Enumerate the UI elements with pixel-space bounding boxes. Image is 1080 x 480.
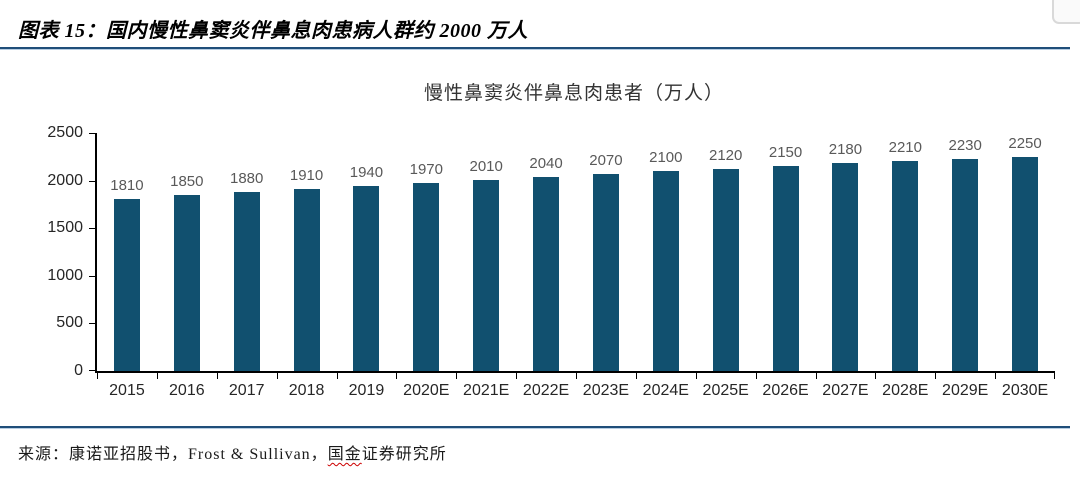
- y-axis-label-500: 500: [56, 314, 83, 332]
- value-label-2026E: 2150: [768, 144, 803, 161]
- y-axis-tick: [89, 133, 95, 134]
- x-axis-tick: [635, 373, 637, 379]
- bar-2026E: [772, 166, 799, 371]
- bar-2017: [233, 192, 260, 371]
- x-axis-tick: [216, 373, 218, 379]
- x-axis-tick: [276, 373, 278, 379]
- x-axis-label-2016: 2016: [169, 382, 205, 399]
- value-label-2020E: 1970: [409, 161, 443, 178]
- figure-title: 图表 15：国内慢性鼻窦炎伴鼻息肉患病人群约 2000 万人: [18, 20, 528, 42]
- title-divider: [0, 47, 1070, 50]
- source-note: 来源：康诺亚招股书，Frost & Sullivan，国金证券研究所: [18, 440, 1058, 464]
- value-label-2015: 1810: [110, 177, 144, 194]
- x-axis-tick: [516, 373, 518, 379]
- x-axis-tick: [695, 373, 697, 379]
- y-axis-label-2500: 2500: [47, 124, 83, 141]
- x-axis-label-2021E: 2021E: [463, 382, 510, 399]
- y-axis-tick: [89, 275, 95, 277]
- x-axis-tick: [755, 373, 757, 379]
- x-axis-tick: [336, 373, 338, 379]
- bar-2027E: [832, 163, 859, 371]
- y-axis-label-1500: 1500: [47, 219, 83, 237]
- y-axis-label-1000: 1000: [47, 266, 83, 284]
- y-axis-label-2000: 2000: [47, 171, 83, 189]
- value-label-2030E: 2250: [1008, 135, 1042, 152]
- chart-title: 慢性鼻窦炎伴鼻息肉患者（万人）: [423, 83, 724, 104]
- y-axis-tick: [89, 323, 95, 325]
- x-axis-label-2024E: 2024E: [642, 382, 689, 399]
- y-axis-label-0: 0: [74, 362, 83, 379]
- x-axis-label-2027E: 2027E: [822, 382, 869, 399]
- x-axis-label-2029E: 2029E: [942, 382, 989, 399]
- bar-2022E: [533, 177, 560, 371]
- footer-divider: [0, 426, 1070, 429]
- value-label-2025E: 2120: [709, 147, 743, 164]
- x-axis-label-2017: 2017: [228, 382, 265, 399]
- value-label-2027E: 2180: [828, 141, 863, 158]
- value-label-2017: 1880: [230, 170, 264, 187]
- x-axis-label-2026E: 2026E: [762, 382, 809, 399]
- source-flagged-text: 国金: [327, 446, 362, 463]
- x-axis-tick: [815, 373, 817, 379]
- bar-2020E: [413, 183, 440, 371]
- x-axis-label-2023E: 2023E: [582, 382, 630, 399]
- value-label-2029E: 2230: [948, 137, 982, 154]
- value-label-2021E: 2010: [469, 158, 503, 175]
- bar-2030E: [1012, 157, 1039, 371]
- y-axis-tick: [89, 228, 95, 230]
- x-axis-tick: [1054, 373, 1055, 379]
- x-axis-tick: [97, 373, 98, 379]
- x-axis-tick: [456, 373, 458, 379]
- x-axis-label-2028E: 2028E: [882, 382, 929, 399]
- value-label-2028E: 2210: [888, 139, 922, 156]
- bar-2024E: [652, 171, 679, 371]
- value-label-2022E: 2040: [529, 155, 563, 172]
- bar-2025E: [712, 169, 739, 371]
- x-axis-tick: [875, 373, 877, 379]
- x-axis-label-2019: 2019: [348, 382, 385, 399]
- value-label-2018: 1910: [289, 167, 324, 184]
- x-axis-label-2022E: 2022E: [522, 382, 570, 399]
- x-axis-tick: [576, 373, 577, 379]
- x-axis-tick: [995, 373, 997, 379]
- source-suffix: 证券研究所: [361, 446, 447, 463]
- bar-2016: [173, 195, 200, 371]
- bar-2023E: [592, 174, 619, 371]
- x-axis-tick: [396, 373, 398, 379]
- value-label-2019: 1940: [349, 164, 384, 181]
- bar-2015: [113, 199, 140, 371]
- value-label-2024E: 2100: [649, 149, 683, 166]
- value-label-2016: 1850: [170, 173, 204, 190]
- bar-2021E: [473, 180, 500, 371]
- value-label-2023E: 2070: [589, 152, 623, 169]
- bar-2019: [353, 186, 380, 371]
- plot-area: 1810 2015 1850 2016 1880 2017 1910 2018 1940 2019…: [47, 124, 1055, 399]
- x-axis-label-2018: 2018: [288, 382, 325, 399]
- source-prefix: 来源：康诺亚招股书，Frost & Sullivan，: [18, 446, 328, 463]
- bar-2018: [293, 189, 320, 371]
- x-axis-tick: [156, 373, 158, 379]
- bar-2029E: [952, 159, 979, 371]
- x-axis-label-2025E: 2025E: [702, 382, 749, 399]
- x-axis-tick: [935, 373, 937, 379]
- y-axis-tick: [89, 180, 95, 182]
- corner-artifact: [1052, 0, 1080, 24]
- y-axis-tick: [89, 370, 95, 371]
- x-axis-label-2015: 2015: [109, 382, 145, 399]
- x-axis-label-2020E: 2020E: [403, 382, 450, 399]
- bar-2028E: [892, 161, 919, 371]
- x-axis-label-2030E: 2030E: [1001, 382, 1049, 399]
